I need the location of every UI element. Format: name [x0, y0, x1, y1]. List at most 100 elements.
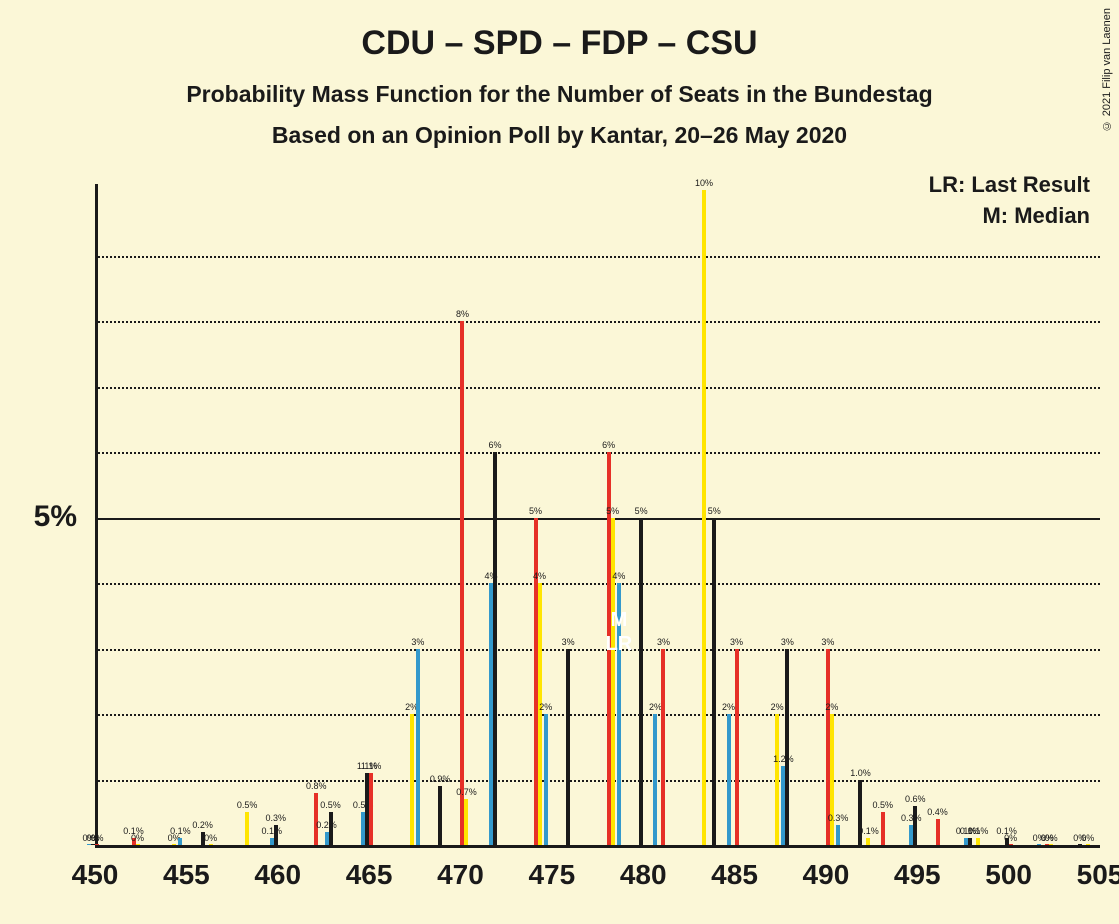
- bar-value-label: 0.7%: [456, 787, 477, 797]
- bar-value-label: 5%: [606, 506, 619, 516]
- bar-value-label: 3%: [411, 637, 424, 647]
- y-axis: [95, 184, 98, 845]
- bar: [611, 518, 615, 846]
- bar-value-label: 0.4%: [927, 807, 948, 817]
- bar: [976, 838, 980, 845]
- bar: [416, 649, 420, 846]
- gridline: [95, 649, 1100, 651]
- bar: [836, 825, 840, 845]
- bar: [866, 838, 870, 845]
- bar-value-label: 2%: [825, 702, 838, 712]
- bar-value-label: 6%: [488, 440, 501, 450]
- bar: [172, 844, 176, 845]
- bar-value-label: 0.2%: [192, 820, 213, 830]
- bar-value-label: 5%: [635, 506, 648, 516]
- bar: [661, 649, 665, 846]
- gridline: [95, 256, 1100, 258]
- bar: [95, 844, 99, 845]
- legend-m: M: Median: [929, 201, 1090, 232]
- bar-value-label: 5%: [708, 506, 721, 516]
- x-axis-label: 495: [894, 859, 941, 891]
- bar-value-label: 2%: [649, 702, 662, 712]
- bar: [1009, 844, 1013, 845]
- bar: [936, 819, 940, 845]
- bar-value-label: 2%: [722, 702, 735, 712]
- bar: [538, 583, 542, 845]
- bar: [702, 190, 706, 845]
- x-axis-label: 460: [254, 859, 301, 891]
- bar: [775, 714, 779, 845]
- x-axis-label: 485: [711, 859, 758, 891]
- bar: [410, 714, 414, 845]
- gridline: [95, 714, 1100, 716]
- chart-title: CDU – SPD – FDP – CSU: [0, 0, 1119, 63]
- bar-value-label: 5%: [529, 506, 542, 516]
- x-axis-label: 505: [1077, 859, 1119, 891]
- bar: [1086, 844, 1090, 845]
- bar-value-label: 0%: [1045, 833, 1058, 843]
- x-axis-label: 455: [163, 859, 210, 891]
- bar-value-label: 0%: [90, 833, 103, 843]
- bar: [1037, 844, 1041, 845]
- plot-area: LR: Last Result M: Median 5%450455460465…: [95, 190, 1100, 900]
- bar-value-label: 3%: [781, 637, 794, 647]
- bar: [727, 714, 731, 845]
- bar-value-label: 3%: [562, 637, 575, 647]
- bar: [735, 649, 739, 846]
- gridline: [95, 780, 1100, 782]
- bar: [712, 518, 716, 846]
- bar: [209, 844, 213, 845]
- x-axis-label: 490: [803, 859, 850, 891]
- bar-value-label: 3%: [730, 637, 743, 647]
- bar-value-label: 4%: [612, 571, 625, 581]
- bar-value-label: 0.1%: [170, 826, 191, 836]
- bar-value-label: 0.1%: [261, 826, 282, 836]
- bar-value-label: 0%: [1081, 833, 1094, 843]
- gridline: [95, 387, 1100, 389]
- bar: [245, 812, 249, 845]
- bar: [178, 838, 182, 845]
- gridline: [95, 452, 1100, 454]
- bar-value-label: 2%: [771, 702, 784, 712]
- copyright-text: © 2021 Filip van Laenen: [1101, 8, 1113, 131]
- marker-m: M: [611, 609, 628, 632]
- bar: [566, 649, 570, 846]
- bar-value-label: 1.2%: [773, 754, 794, 764]
- x-axis-label: 465: [346, 859, 393, 891]
- bar: [460, 321, 464, 845]
- bar-value-label: 0.1%: [968, 826, 989, 836]
- bar-value-label: 0.5%: [237, 800, 258, 810]
- bar-value-label: 4%: [533, 571, 546, 581]
- bar: [544, 714, 548, 845]
- bar-value-label: 0.8%: [306, 781, 327, 791]
- marker-lr: LR: [606, 633, 633, 656]
- x-axis-label: 450: [72, 859, 119, 891]
- bar-value-label: 0.3%: [901, 813, 922, 823]
- x-axis-label: 500: [985, 859, 1032, 891]
- bar: [464, 799, 468, 845]
- bar-value-label: 6%: [602, 440, 615, 450]
- bar-value-label: 0.3%: [265, 813, 286, 823]
- x-axis-label: 470: [437, 859, 484, 891]
- bar: [274, 825, 278, 845]
- bar-value-label: 0%: [131, 833, 144, 843]
- bar: [785, 649, 789, 846]
- bar-value-label: 1.1%: [361, 761, 382, 771]
- legend: LR: Last Result M: Median: [929, 170, 1090, 232]
- x-axis-label: 475: [528, 859, 575, 891]
- bar-value-label: 2%: [539, 702, 552, 712]
- bar-value-label: 0.3%: [828, 813, 849, 823]
- gridline: [95, 583, 1100, 585]
- bar: [913, 806, 917, 845]
- bar: [968, 838, 972, 845]
- bar-value-label: 0.6%: [905, 794, 926, 804]
- bar: [438, 786, 442, 845]
- x-axis: [95, 845, 1100, 848]
- bar-value-label: 1.0%: [850, 768, 871, 778]
- bar-value-label: 0.5%: [320, 800, 341, 810]
- bar-value-label: 3%: [821, 637, 834, 647]
- bar-value-label: 0%: [204, 833, 217, 843]
- x-axis-label: 480: [620, 859, 667, 891]
- chart-subtitle-1: Probability Mass Function for the Number…: [0, 63, 1119, 108]
- legend-lr: LR: Last Result: [929, 170, 1090, 201]
